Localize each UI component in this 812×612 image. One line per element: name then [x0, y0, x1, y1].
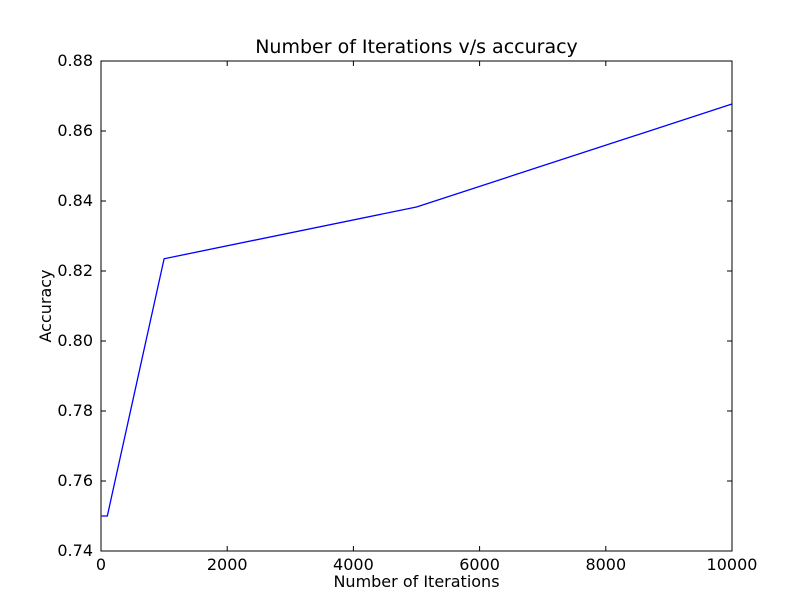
y-tick-label: 0.82 [57, 261, 93, 280]
series-layer [101, 103, 733, 517]
y-tick-label: 0.80 [57, 331, 93, 350]
x-tick-label: 0 [96, 555, 106, 574]
y-tick-label: 0.76 [57, 471, 93, 490]
plot-frame [100, 60, 733, 552]
plot-area [101, 61, 732, 551]
x-axis-label: Number of Iterations [333, 572, 499, 591]
y-tick-label: 0.74 [57, 541, 93, 560]
x-tick-label: 10000 [707, 555, 758, 574]
series-line [101, 103, 733, 517]
x-tick-label: 4000 [333, 555, 374, 574]
x-tick-label: 2000 [207, 555, 248, 574]
y-tick-label: 0.78 [57, 401, 93, 420]
y-tick-label: 0.86 [57, 121, 93, 140]
x-axis-ticks: 0 2000 4000 6000 8000 10000 [96, 61, 758, 574]
chart-title: Number of Iterations v/s accuracy [255, 36, 578, 58]
y-axis-ticks: 0.74 0.76 0.78 0.80 0.82 0.84 0.86 0.88 [57, 51, 732, 560]
x-tick-label: 8000 [585, 555, 626, 574]
y-tick-label: 0.84 [57, 191, 93, 210]
x-tick-label: 6000 [459, 555, 500, 574]
y-tick-label: 0.88 [57, 51, 93, 70]
y-axis-label: Accuracy [36, 269, 55, 342]
